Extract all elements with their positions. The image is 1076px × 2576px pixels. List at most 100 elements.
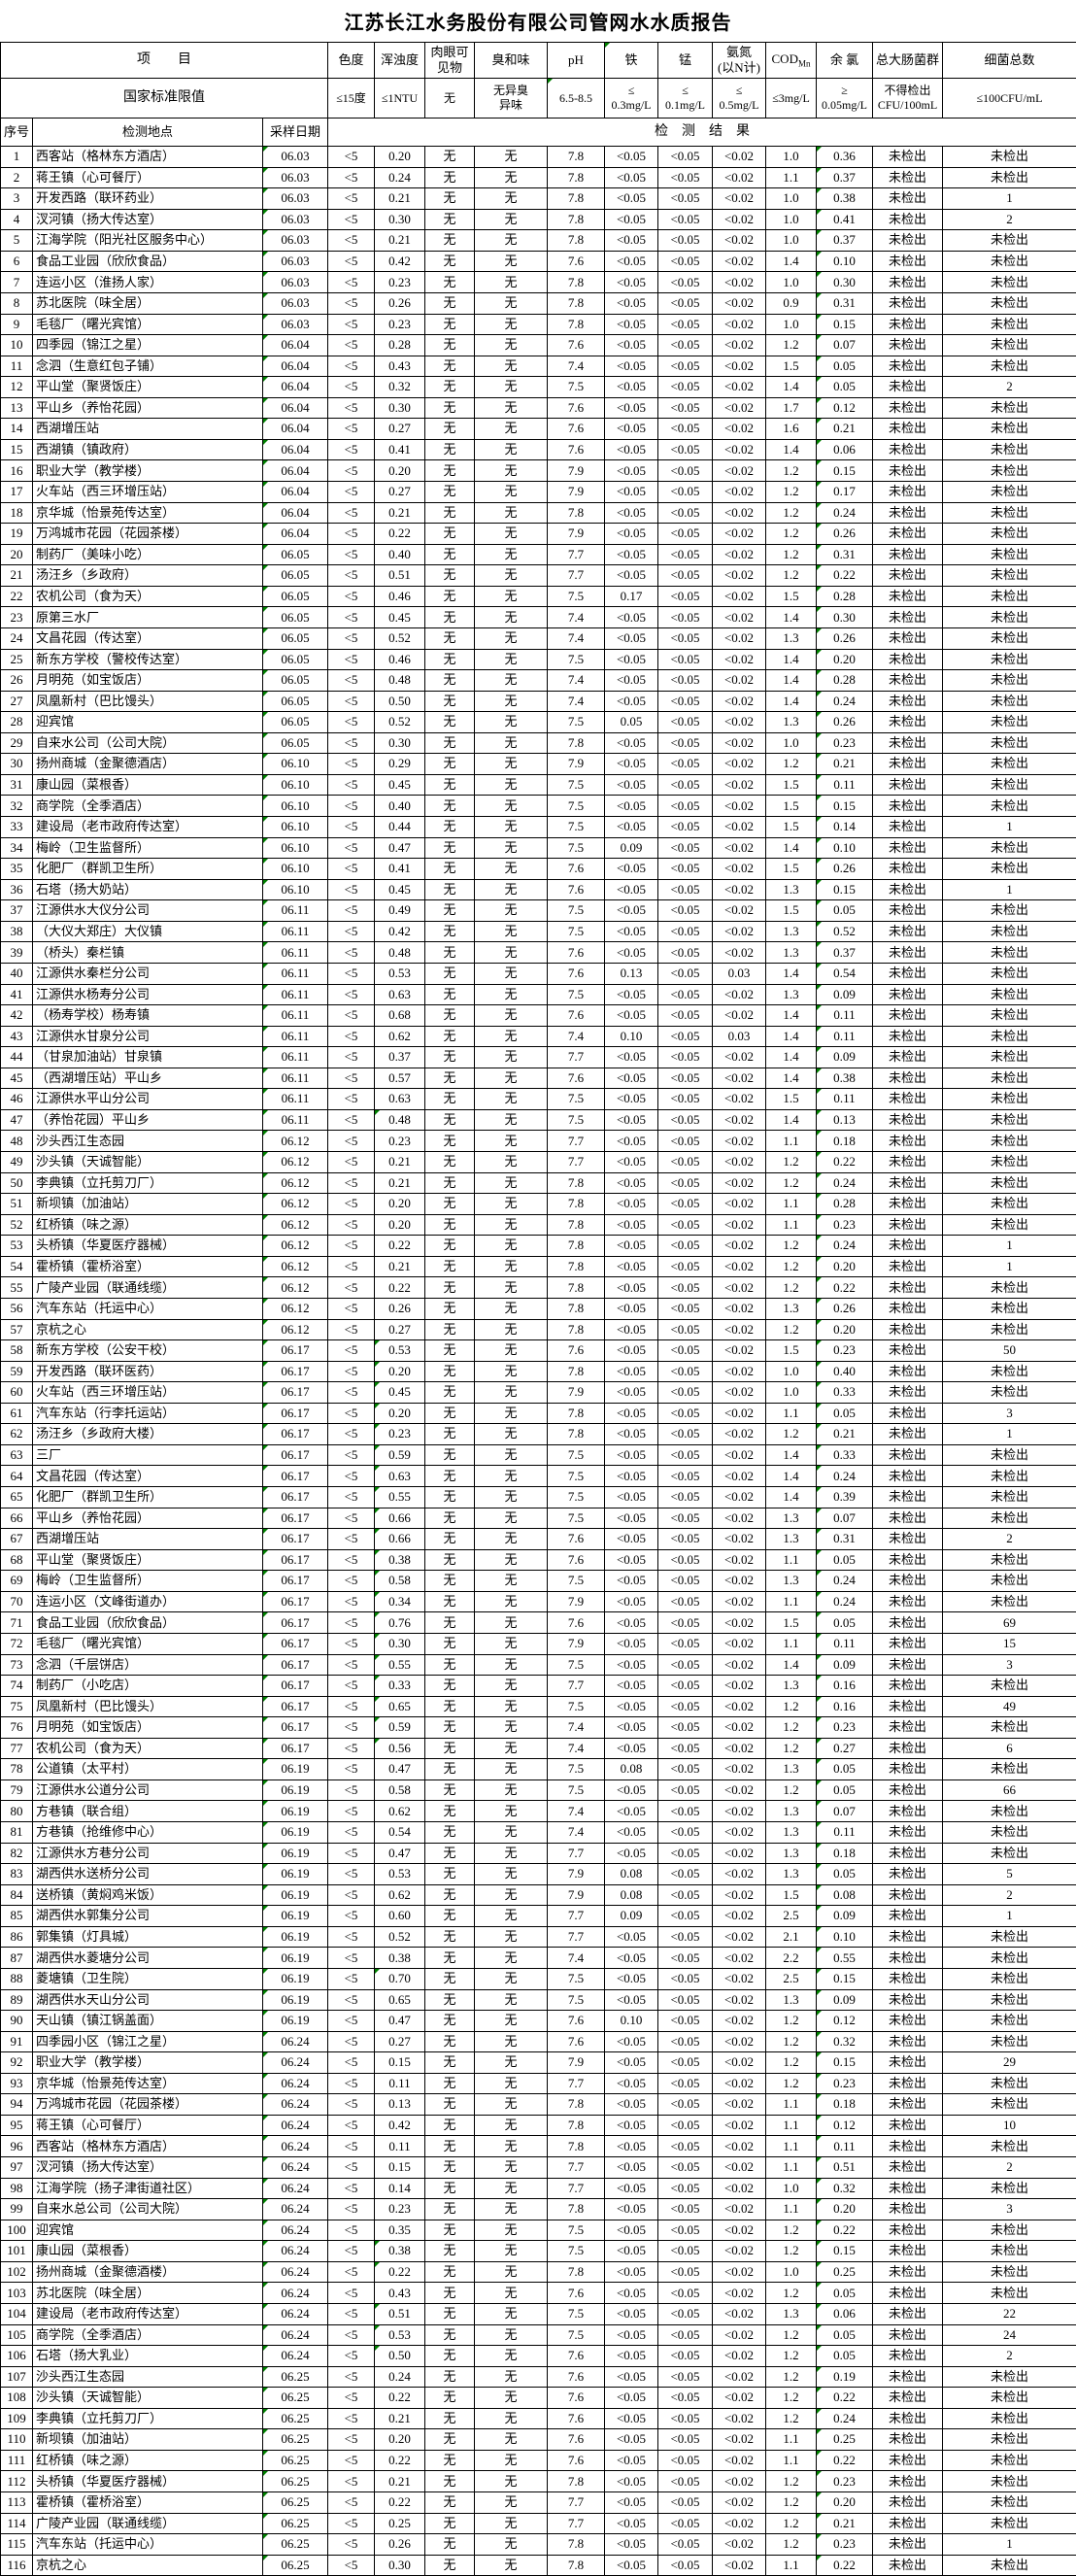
odor-cell: 无 [474,1988,548,2012]
table-row: 44 （甘泉加油站）甘泉镇 06.11 <5 0.37 无无 7.7 <0.05 <0.05 <0… [0,1046,1076,1068]
bacteria-cell: 2 [942,2345,1076,2367]
visible-matter-cell: 无 [424,1318,475,1341]
odor-cell: 无 [474,2072,548,2095]
manganese-cell: <0.05 [657,2051,713,2074]
ammonia-cell: <0.02 [712,2198,766,2220]
seq-cell: 88 [0,1967,33,1990]
seq-cell: 6 [0,250,33,273]
odor-cell: 无 [474,250,548,273]
color-cell: <5 [327,1570,375,1592]
odor-cell: 无 [474,920,548,943]
codmn-cell: 1.2 [765,2491,817,2514]
visible-matter-cell: 无 [424,2219,475,2242]
date-cell: 06.24 [262,2072,328,2095]
location-cell: 湖西供水天山分公司 [32,1988,263,2012]
ph-cell: 7.5 [547,2240,605,2262]
turbidity-cell: 0.30 [374,208,425,231]
table-row: 64 文昌花园（传达室） 06.17 <5 0.63 无无 7.5 <0.05 <0.05 <0.… [0,1465,1076,1487]
odor-cell: 无 [474,795,548,817]
codmn-cell: 1.3 [765,2302,817,2325]
bacteria-cell: 未检出 [942,2407,1076,2430]
chlorine-cell: 0.20 [816,648,873,671]
bacteria-cell: 未检出 [942,1276,1076,1299]
ph-cell: 7.7 [547,1046,605,1068]
visible-matter-cell: 无 [424,731,475,755]
turbidity-cell: 0.38 [374,1548,425,1572]
manganese-cell: <0.05 [657,1967,713,1990]
color-cell: <5 [327,166,375,189]
ph-cell: 7.7 [547,564,605,587]
table-row: 32 商学院（全季酒店） 06.10 <5 0.40 无无 7.5 <0.05 <0.05 <0.… [0,795,1076,817]
ph-cell: 7.5 [547,1486,605,1508]
date-cell: 06.12 [262,1276,328,1299]
color-cell: <5 [327,1925,375,1949]
manganese-cell: <0.05 [657,648,713,671]
location-cell: 迎宾馆 [32,2219,263,2242]
seq-cell: 91 [0,2030,33,2053]
table-row: 106 石塔（扬大乳业） 06.24 <5 0.50 无无 7.6 <0.05 <0.05 <0.… [0,2345,1076,2367]
manganese-cell: <0.05 [657,1025,713,1048]
table-row: 27 凤凰新村（巴比馒头） 06.05 <5 0.50 无无 7.4 <0.05 <0.05 <0… [0,690,1076,713]
table-row: 10 四季园（锦江之星） 06.04 <5 0.28 无无 7.6 <0.05 <0.05 <0.… [0,334,1076,356]
turbidity-cell: 0.27 [374,2030,425,2053]
codmn-cell: 1.2 [765,1737,817,1760]
location-cell: 江海学院（扬子津街道社区） [32,2177,263,2200]
bacteria-cell: 1 [942,878,1076,901]
codmn-cell: 1.0 [765,2177,817,2200]
seq-cell: 23 [0,606,33,628]
date-cell: 06.25 [262,2365,328,2389]
standard-cell-2: 无 [424,78,475,119]
seq-cell: 69 [0,1570,33,1592]
manganese-cell: <0.05 [657,396,713,420]
coliform-cell: 未检出 [872,1800,943,1822]
ammonia-cell: <0.02 [712,2407,766,2430]
manganese-cell: <0.05 [657,1402,713,1425]
turbidity-cell: 0.66 [374,1528,425,1550]
iron-cell: <0.05 [604,564,658,587]
date-cell: 06.17 [262,1339,328,1362]
odor-cell: 无 [474,1402,548,1425]
date-cell: 06.19 [262,1967,328,1990]
date-cell: 06.10 [262,858,328,880]
ph-cell: 7.6 [547,1548,605,1572]
bacteria-cell: 未检出 [942,543,1076,566]
codmn-cell: 1.4 [765,669,817,692]
manganese-cell: <0.05 [657,816,713,838]
ph-cell: 7.8 [547,208,605,231]
visible-matter-cell: 无 [424,2030,475,2053]
seq-cell: 61 [0,1402,33,1425]
location-cell: 职业大学（教学楼） [32,459,263,482]
table-row: 19 万鸿城市花园（花园茶楼） 06.04 <5 0.22 无无 7.9 <0.05 <0.05… [0,523,1076,545]
location-cell: 三厂 [32,1443,263,1467]
manganese-cell: <0.05 [657,2323,713,2347]
coliform-cell: 未检出 [872,2198,943,2220]
coliform-cell: 未检出 [872,731,943,755]
chlorine-cell: 0.18 [816,2093,873,2116]
manganese-cell: <0.05 [657,2407,713,2430]
turbidity-cell: 0.43 [374,2282,425,2304]
table-row: 77 农机公司（食为天） 06.17 <5 0.56 无无 7.4 <0.05 <0.05 <0.… [0,1737,1076,1760]
visible-matter-cell: 无 [424,1570,475,1592]
ph-cell: 7.9 [547,1590,605,1613]
bacteria-cell: 未检出 [942,355,1076,378]
ph-cell: 7.8 [547,2093,605,2116]
date-cell: 06.03 [262,250,328,273]
iron-cell: <0.05 [604,1360,658,1383]
turbidity-cell: 0.60 [374,1905,425,1927]
date-cell: 06.17 [262,1465,328,1487]
odor-cell: 无 [474,1716,548,1739]
ammonia-cell: <0.02 [712,271,766,293]
coliform-cell: 未检出 [872,2512,943,2535]
codmn-cell: 1.2 [765,2345,817,2367]
coliform-cell: 未检出 [872,146,943,168]
seq-cell: 113 [0,2491,33,2514]
param-header-8: CODMn [765,42,817,79]
codmn-cell: 1.2 [765,1171,817,1195]
color-cell: <5 [327,585,375,608]
seq-cell: 41 [0,983,33,1006]
chlorine-cell: 0.15 [816,459,873,482]
ammonia-cell: <0.02 [712,1528,766,1550]
manganese-cell: <0.05 [657,1339,713,1362]
color-cell: <5 [327,396,375,420]
color-cell: <5 [327,2323,375,2347]
